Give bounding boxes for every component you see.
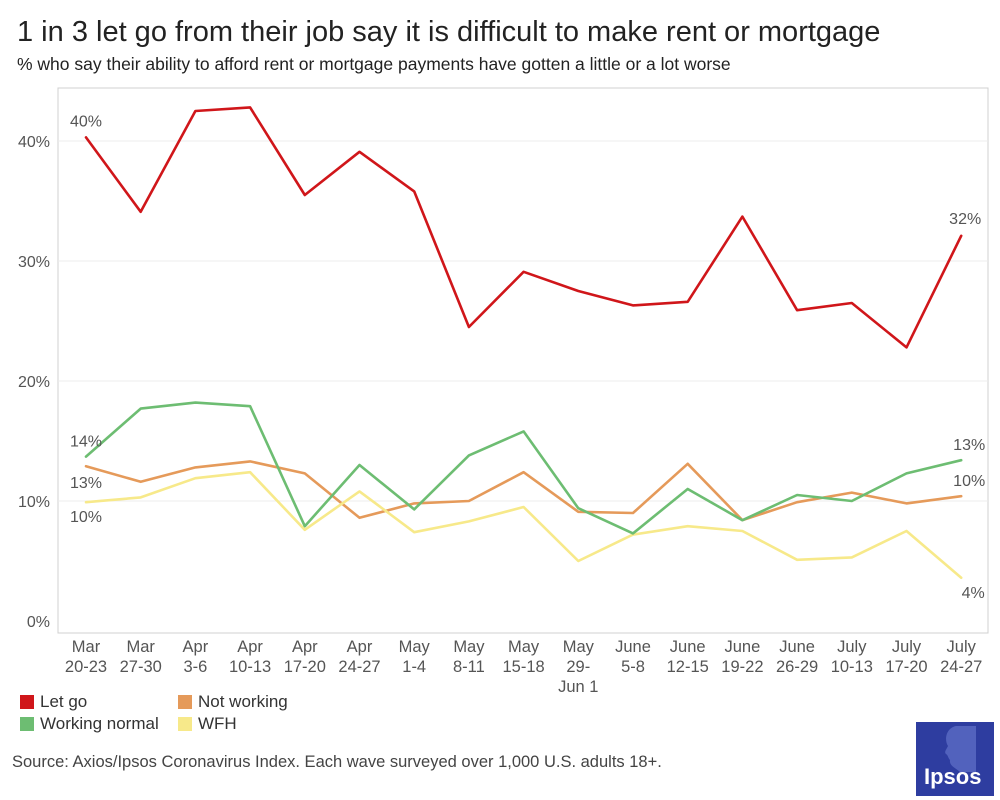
end-label-wfh: 4%: [962, 585, 985, 602]
x-tick-label: July: [892, 638, 922, 656]
legend-item-working-normal: Working normal: [20, 714, 159, 734]
legend-swatch-working-normal: [20, 717, 34, 731]
y-tick-label: 10%: [18, 494, 50, 511]
x-tick-label: May: [399, 638, 431, 656]
legend-item-wfh: WFH: [178, 714, 237, 734]
start-label-let-go: 40%: [70, 113, 102, 130]
x-tick-label: July: [837, 638, 867, 656]
x-tick-label: Apr: [347, 638, 373, 656]
x-tick-label: Apr: [292, 638, 318, 656]
end-label-let-go: 32%: [949, 211, 981, 228]
x-tick-label: 26-29: [776, 658, 818, 676]
chart-title: 1 in 3 let go from their job say it is d…: [17, 16, 881, 48]
legend-label-let-go: Let go: [40, 692, 88, 711]
source-note: Source: Axios/Ipsos Coronavirus Index. E…: [12, 753, 662, 771]
x-tick-label: 17-20: [885, 658, 927, 676]
legend-swatch-wfh: [178, 717, 192, 731]
legend-swatch-not-working: [178, 695, 192, 709]
x-tick-label: 8-11: [453, 658, 485, 676]
legend-swatch-let-go: [20, 695, 34, 709]
legend-label-working-normal: Working normal: [40, 714, 159, 733]
y-tick-label: 30%: [18, 254, 50, 271]
series-line-let-go: [84, 106, 963, 349]
legend-label-wfh: WFH: [198, 714, 237, 733]
x-tick-label: Mar: [72, 638, 101, 656]
x-tick-label: 3-6: [183, 658, 207, 676]
x-tick-label: 29-: [566, 658, 590, 676]
x-tick-label: 5-8: [621, 658, 645, 676]
y-tick-label: 0%: [27, 614, 50, 631]
legend-item-let-go: Let go: [20, 692, 87, 712]
x-tick-label: 10-13: [831, 658, 873, 676]
x-tick-label: 17-20: [284, 658, 326, 676]
start-label-wfh: 10%: [70, 509, 102, 526]
x-tick-label: 24-27: [940, 658, 982, 676]
logo-text: Ipsos: [924, 764, 982, 789]
x-tick-label: Mar: [126, 638, 155, 656]
plot-area-frame: [57, 87, 989, 634]
x-tick-label: 19-22: [721, 658, 763, 676]
y-tick-label: 40%: [18, 134, 50, 151]
ipsos-logo: Ipsos: [916, 722, 994, 796]
x-tick-label: June: [779, 638, 815, 656]
x-tick-label: May: [563, 638, 595, 656]
x-tick-label: 15-18: [502, 658, 544, 676]
legend-item-not-working: Not working: [178, 692, 288, 712]
x-tick-label: June: [670, 638, 706, 656]
x-tick-label: June: [615, 638, 651, 656]
x-tick-label: 1-4: [402, 658, 426, 676]
x-tick-label: Apr: [237, 638, 263, 656]
y-tick-label: 20%: [18, 374, 50, 391]
end-label-not-working: 10%: [953, 473, 985, 490]
x-tick-label: May: [453, 638, 485, 656]
x-tick-label: 12-15: [667, 658, 709, 676]
series-line-working-normal: [84, 401, 963, 535]
x-tick-label: 10-13: [229, 658, 271, 676]
x-tick-label: May: [508, 638, 540, 656]
start-label-working-normal: 14%: [70, 434, 102, 451]
x-tick-label: 24-27: [338, 658, 380, 676]
chart-subtitle: % who say their ability to afford rent o…: [17, 54, 731, 74]
end-label-working-normal: 13%: [953, 437, 985, 454]
x-tick-label: Apr: [183, 638, 209, 656]
start-label-not-working: 13%: [70, 475, 102, 492]
x-tick-label: June: [725, 638, 761, 656]
x-tick-label: 20-23: [65, 658, 107, 676]
x-tick-label: Jun 1: [558, 678, 598, 696]
x-tick-label: July: [947, 638, 977, 656]
series-line-wfh: [84, 470, 963, 580]
x-tick-label: 27-30: [120, 658, 162, 676]
logo-profile-icon: [945, 726, 976, 772]
legend-label-not-working: Not working: [198, 692, 288, 711]
series-line-not-working: [84, 460, 963, 522]
